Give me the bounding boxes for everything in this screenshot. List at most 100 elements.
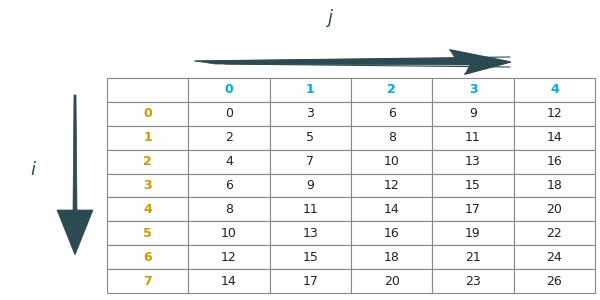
Bar bbox=[269, 150, 351, 174]
Text: 3: 3 bbox=[469, 83, 478, 96]
Text: 12: 12 bbox=[221, 251, 237, 264]
Bar bbox=[188, 102, 269, 126]
Bar bbox=[188, 126, 269, 150]
Text: 0: 0 bbox=[224, 83, 233, 96]
Bar bbox=[269, 269, 351, 293]
Bar bbox=[514, 102, 595, 126]
Bar bbox=[433, 269, 514, 293]
Text: 1: 1 bbox=[143, 131, 152, 144]
Bar bbox=[433, 221, 514, 245]
Bar bbox=[351, 269, 433, 293]
Text: 4: 4 bbox=[550, 83, 559, 96]
Text: 3: 3 bbox=[307, 107, 314, 120]
Bar bbox=[514, 197, 595, 221]
Bar bbox=[351, 78, 433, 102]
Bar bbox=[351, 197, 433, 221]
Bar bbox=[351, 174, 433, 197]
Text: 4: 4 bbox=[143, 203, 152, 216]
Text: 8: 8 bbox=[225, 203, 233, 216]
Bar bbox=[188, 269, 269, 293]
Bar bbox=[107, 102, 188, 126]
Bar bbox=[107, 126, 188, 150]
Bar bbox=[269, 102, 351, 126]
Bar bbox=[269, 78, 351, 102]
Text: 9: 9 bbox=[469, 107, 477, 120]
Text: 14: 14 bbox=[221, 274, 237, 288]
Bar bbox=[188, 78, 269, 102]
Bar bbox=[351, 102, 433, 126]
Bar bbox=[107, 174, 188, 197]
Bar bbox=[107, 197, 188, 221]
Text: 2: 2 bbox=[225, 131, 233, 144]
Bar bbox=[433, 174, 514, 197]
Text: 21: 21 bbox=[465, 251, 481, 264]
Text: 12: 12 bbox=[384, 179, 400, 192]
Text: 6: 6 bbox=[225, 179, 233, 192]
Text: 1: 1 bbox=[306, 83, 315, 96]
Text: 20: 20 bbox=[547, 203, 562, 216]
Text: 18: 18 bbox=[384, 251, 400, 264]
Text: i: i bbox=[31, 161, 35, 179]
Bar bbox=[269, 174, 351, 197]
Bar bbox=[107, 78, 188, 102]
Bar bbox=[107, 221, 188, 245]
Bar bbox=[514, 78, 595, 102]
Text: 14: 14 bbox=[547, 131, 562, 144]
Text: 4: 4 bbox=[225, 155, 233, 168]
Polygon shape bbox=[57, 95, 93, 255]
Text: 17: 17 bbox=[302, 274, 318, 288]
Bar bbox=[514, 245, 595, 269]
Text: 19: 19 bbox=[465, 227, 481, 240]
Text: 5: 5 bbox=[143, 227, 152, 240]
Text: 3: 3 bbox=[143, 179, 152, 192]
Text: 6: 6 bbox=[388, 107, 395, 120]
Text: 10: 10 bbox=[221, 227, 237, 240]
Bar bbox=[351, 245, 433, 269]
Text: 23: 23 bbox=[465, 274, 481, 288]
Bar bbox=[433, 78, 514, 102]
Text: 2: 2 bbox=[143, 155, 152, 168]
Polygon shape bbox=[195, 50, 510, 74]
Text: j: j bbox=[328, 9, 332, 27]
Text: 14: 14 bbox=[384, 203, 400, 216]
Bar bbox=[514, 174, 595, 197]
Bar bbox=[188, 221, 269, 245]
Text: 7: 7 bbox=[143, 274, 152, 288]
Text: 26: 26 bbox=[547, 274, 562, 288]
Text: 13: 13 bbox=[465, 155, 481, 168]
Bar bbox=[433, 197, 514, 221]
Bar bbox=[351, 150, 433, 174]
Bar bbox=[188, 174, 269, 197]
Text: 15: 15 bbox=[465, 179, 481, 192]
Text: 9: 9 bbox=[307, 179, 314, 192]
Bar bbox=[107, 269, 188, 293]
Text: 20: 20 bbox=[384, 274, 400, 288]
Bar bbox=[188, 150, 269, 174]
Text: 2: 2 bbox=[387, 83, 396, 96]
Text: 5: 5 bbox=[307, 131, 314, 144]
Bar bbox=[107, 150, 188, 174]
Text: 22: 22 bbox=[547, 227, 562, 240]
Bar bbox=[269, 197, 351, 221]
Bar bbox=[514, 221, 595, 245]
Bar bbox=[433, 126, 514, 150]
Text: 10: 10 bbox=[384, 155, 400, 168]
Text: 0: 0 bbox=[143, 107, 152, 120]
Text: 0: 0 bbox=[225, 107, 233, 120]
Text: 12: 12 bbox=[547, 107, 562, 120]
Bar bbox=[433, 150, 514, 174]
Text: 6: 6 bbox=[143, 251, 152, 264]
Bar bbox=[351, 221, 433, 245]
Bar bbox=[107, 245, 188, 269]
Bar bbox=[188, 197, 269, 221]
Bar bbox=[514, 126, 595, 150]
Bar bbox=[433, 245, 514, 269]
Text: 7: 7 bbox=[307, 155, 314, 168]
Text: 24: 24 bbox=[547, 251, 562, 264]
Text: 18: 18 bbox=[547, 179, 562, 192]
Bar bbox=[269, 245, 351, 269]
Text: 16: 16 bbox=[547, 155, 562, 168]
Bar bbox=[269, 221, 351, 245]
Text: 11: 11 bbox=[302, 203, 318, 216]
Bar bbox=[514, 269, 595, 293]
